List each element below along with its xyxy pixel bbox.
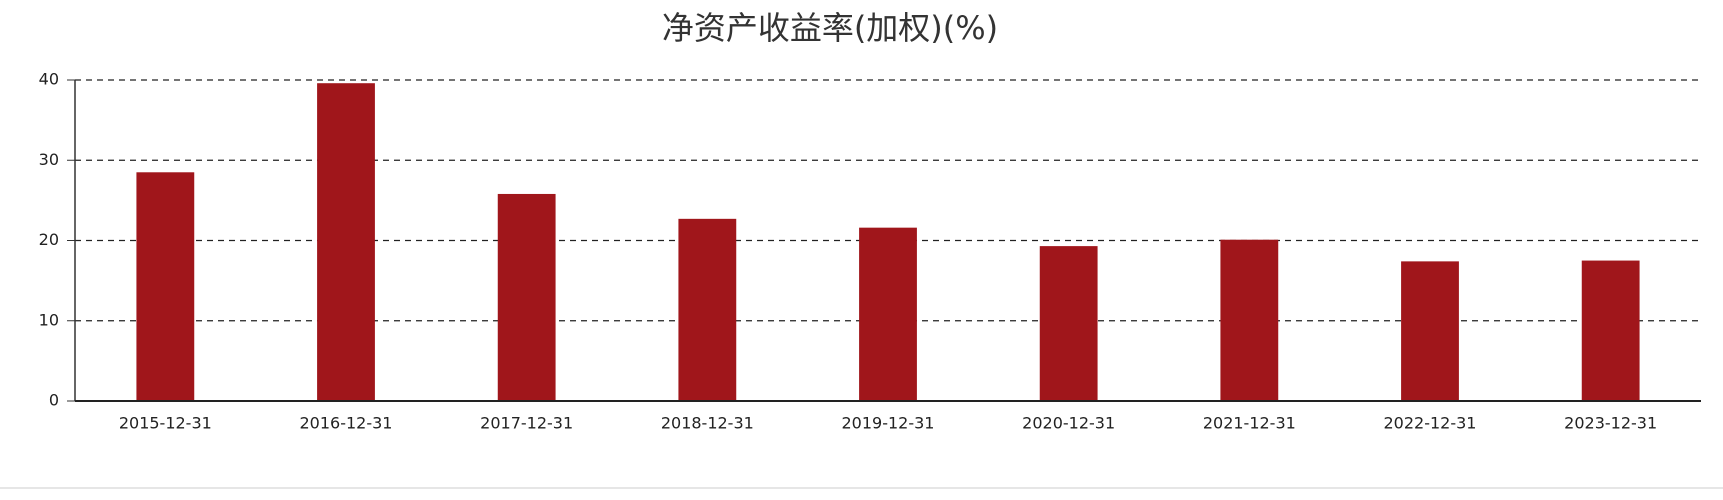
y-tick-label: 30 xyxy=(39,150,59,169)
bar xyxy=(859,227,917,401)
bar xyxy=(317,83,375,402)
y-tick-label: 10 xyxy=(39,310,59,329)
bar xyxy=(1401,261,1459,401)
bar xyxy=(1039,246,1098,401)
y-tick-label: 20 xyxy=(39,230,59,249)
x-tick-label: 2015-12-31 xyxy=(119,414,212,433)
bar xyxy=(678,218,737,401)
chart-title: 净资产收益率(加权)(%) xyxy=(662,9,998,47)
bar xyxy=(497,193,556,401)
x-tick-label: 2017-12-31 xyxy=(480,414,573,433)
bar xyxy=(136,172,195,401)
bar xyxy=(1220,239,1279,401)
x-tick-label: 2018-12-31 xyxy=(661,414,754,433)
x-tick-label: 2020-12-31 xyxy=(1022,414,1115,433)
x-tick-label: 2016-12-31 xyxy=(300,414,393,433)
y-tick-label: 40 xyxy=(39,70,59,89)
x-tick-label: 2019-12-31 xyxy=(842,414,935,433)
x-tick-label: 2021-12-31 xyxy=(1203,414,1296,433)
x-tick-label: 2022-12-31 xyxy=(1384,414,1477,433)
x-tick-label: 2023-12-31 xyxy=(1564,414,1657,433)
bar xyxy=(1581,260,1640,401)
y-tick-label: 0 xyxy=(49,391,59,410)
